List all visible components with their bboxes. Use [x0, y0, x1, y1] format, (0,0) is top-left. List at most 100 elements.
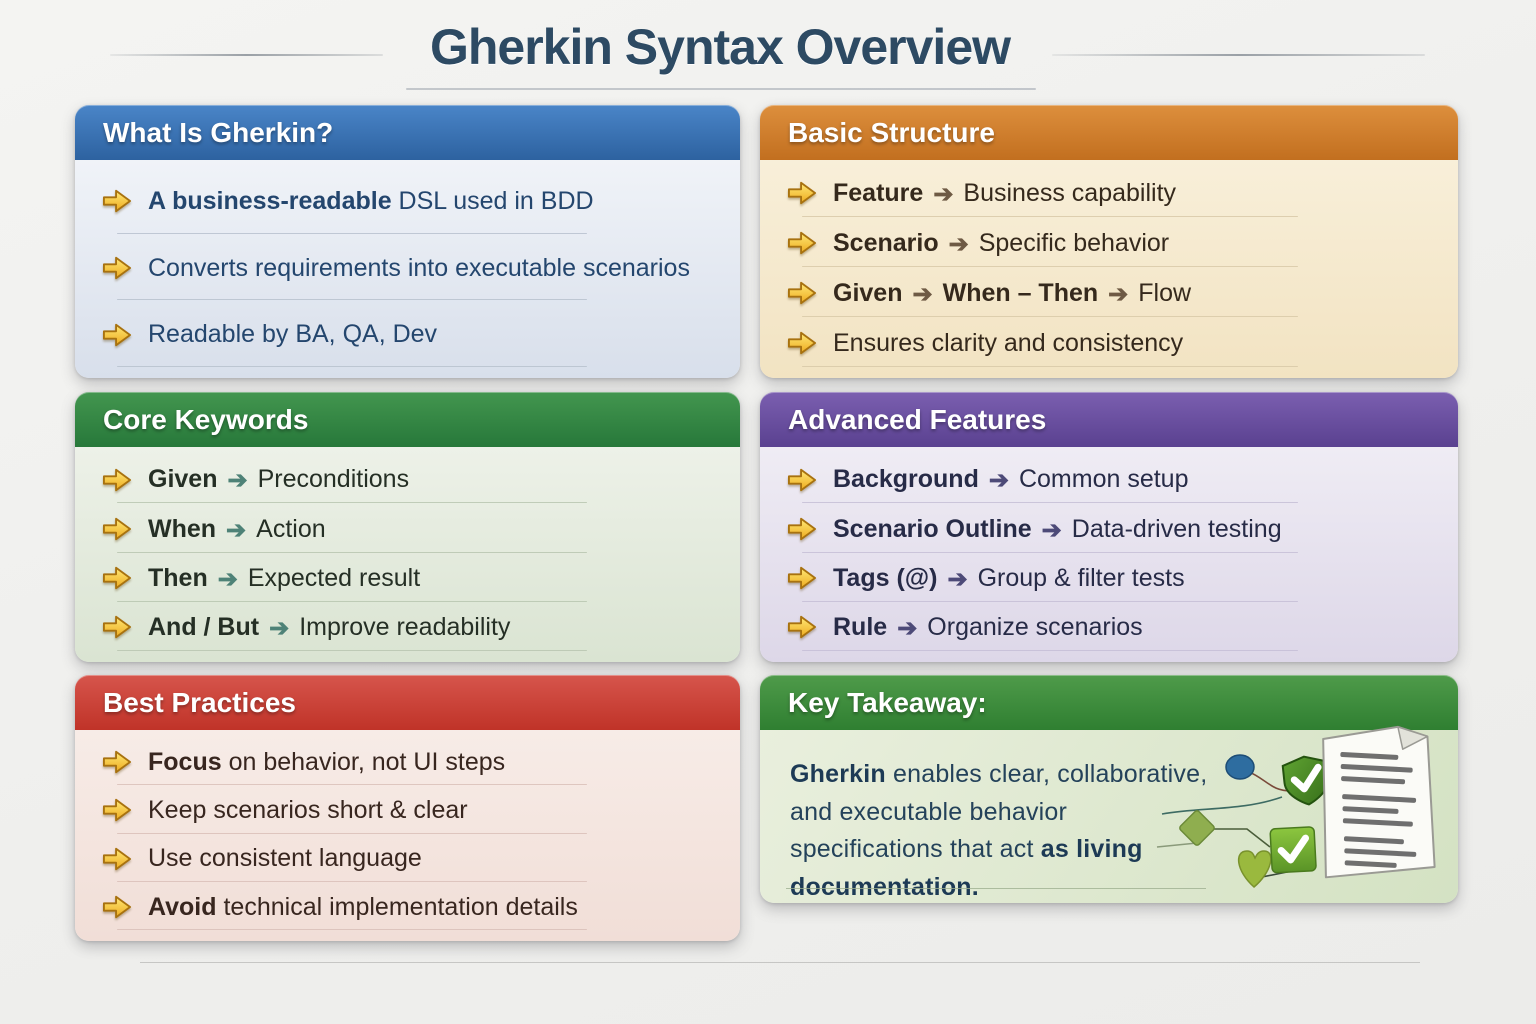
rightwards-arrow-icon: ➔ — [226, 516, 247, 544]
panel-title: Basic Structure — [788, 117, 995, 148]
rightwards-arrow-icon: ➔ — [912, 280, 933, 308]
rightwards-arrow-icon: ➔ — [948, 230, 969, 258]
panel-item: Use consistent language — [101, 835, 720, 883]
rightwards-arrow-icon: ➔ — [897, 615, 918, 642]
rightwards-arrow-icon: ➔ — [1108, 280, 1129, 308]
panel-header: Best Practices — [75, 675, 740, 730]
bullet-arrow-icon — [101, 515, 133, 543]
item-text-segment: Background — [833, 465, 979, 494]
takeaway-underline — [786, 888, 1206, 889]
item-text: Keep scenarios short & clear — [148, 796, 468, 825]
panel-item: Scenario ➔ Specific behavior — [786, 218, 1438, 268]
bullet-arrow-icon — [786, 515, 818, 543]
takeaway-text: Gherkin enables clear, collaborative, an… — [790, 756, 1220, 906]
bullet-arrow-icon — [101, 466, 133, 494]
panel-item: Keep scenarios short & clear — [101, 786, 720, 834]
item-text: Ensures clarity and consistency — [833, 329, 1183, 358]
item-text-segment: Use consistent language — [148, 844, 422, 873]
item-text-segment: Expected result — [247, 563, 421, 592]
item-text-segment: Improve readability — [299, 613, 511, 641]
item-text: Given ➔ When – Then ➔ Flow — [833, 279, 1191, 308]
item-text-segment: Organize scenarios — [927, 613, 1143, 641]
panel-header: Core Keywords — [75, 392, 740, 447]
panel-item: Converts requirements into executable sc… — [101, 235, 720, 302]
panel-item: Given ➔ When – Then ➔ Flow — [786, 268, 1438, 318]
item-text-segment: Scenario Outline — [833, 514, 1032, 543]
bullet-arrow-icon — [786, 229, 818, 257]
rightwards-arrow-icon: ➔ — [217, 565, 238, 593]
item-text: Converts requirements into executable sc… — [148, 254, 690, 283]
panel-header: Basic Structure — [760, 105, 1458, 160]
panel-header: What Is Gherkin? — [75, 105, 740, 160]
item-text: And / But ➔ Improve readability — [148, 613, 510, 642]
item-text: Scenario Outline ➔ Data-driven testing — [833, 515, 1282, 544]
panel-basic-structure: Basic Structure Feature ➔ Business capabil… — [760, 105, 1458, 378]
bullet-arrow-icon — [101, 748, 133, 776]
panel-title: What Is Gherkin? — [103, 117, 334, 148]
panel-items: Focus on behavior, not UI steps Keep scen… — [75, 730, 740, 941]
bullet-arrow-icon — [786, 329, 818, 357]
item-text-segment: Avoid — [148, 892, 217, 921]
bullet-arrow-icon — [101, 893, 133, 921]
item-text-segment: Scenario — [833, 228, 939, 257]
item-text-segment: And / But — [148, 613, 260, 641]
item-text-segment: A business-readable — [148, 186, 392, 215]
item-text: Use consistent language — [148, 844, 422, 873]
title-left-rule — [110, 54, 383, 56]
rightwards-arrow-icon: ➔ — [947, 565, 968, 593]
living-documentation-illustration — [1156, 725, 1436, 888]
page-title: Gherkin Syntax Overview — [429, 19, 1011, 75]
bullet-arrow-icon — [101, 845, 133, 873]
panel-items: Feature ➔ Business capability Scenario ➔ Spec… — [760, 160, 1458, 378]
bullet-arrow-icon — [786, 613, 818, 641]
panel-advanced-features: Advanced Features Background ➔ Common setu… — [760, 392, 1458, 662]
item-text: When ➔ Action — [148, 515, 326, 544]
panel-item: Ensures clarity and consistency — [786, 318, 1438, 368]
item-text-segment: Common setup — [1018, 465, 1189, 494]
panel-item: Focus on behavior, not UI steps — [101, 738, 720, 786]
item-text-segment: Tags (@) — [833, 563, 938, 592]
item-text: Background ➔ Common setup — [833, 465, 1189, 494]
item-text-segment: enables clear, collaborative, and execut… — [790, 760, 1208, 863]
item-text: Rule ➔ Organize scenarios — [833, 613, 1143, 642]
item-text-segment: Preconditions — [257, 465, 410, 494]
item-text-segment: Flow — [1138, 278, 1192, 307]
bullet-arrow-icon — [101, 254, 133, 282]
item-text-segment: When — [148, 514, 217, 543]
panel-item: A business-readable DSL used in BDD — [101, 168, 720, 235]
panel-items: A business-readable DSL used in BDD Conve… — [75, 160, 740, 378]
bullet-arrow-icon — [786, 466, 818, 494]
item-text-segment: Then — [148, 563, 208, 592]
bullet-arrow-icon — [786, 179, 818, 207]
rightwards-arrow-icon: ➔ — [933, 180, 954, 208]
item-text-segment: Focus — [148, 747, 222, 776]
heart-icon — [1238, 850, 1272, 888]
document-icon — [1322, 725, 1436, 879]
bullet-arrow-icon — [101, 796, 133, 824]
rightwards-arrow-icon: ➔ — [269, 615, 290, 642]
item-text-segment: as living documentation. — [790, 835, 1143, 901]
footer-rule — [140, 962, 1420, 963]
item-text: Feature ➔ Business capability — [833, 179, 1176, 208]
panel-item: Readable by BA, QA, Dev — [101, 301, 720, 368]
item-text: Avoid technical implementation details — [148, 893, 578, 922]
item-text: A business-readable DSL used in BDD — [148, 187, 594, 216]
panel-item: Then ➔ Expected result — [101, 554, 720, 603]
panel-item: Feature ➔ Business capability — [786, 168, 1438, 218]
bullet-arrow-icon — [101, 564, 133, 592]
bullet-arrow-icon — [101, 613, 133, 641]
item-text: Scenario ➔ Specific behavior — [833, 229, 1169, 258]
panel-item: Given ➔ Preconditions — [101, 455, 720, 504]
panel-item: And / But ➔ Improve readability — [101, 603, 720, 652]
panel-best-practices: Best Practices Focus on behavior, not UI… — [75, 675, 740, 941]
item-text-segment: Feature — [833, 178, 924, 207]
panel-title: Advanced Features — [788, 404, 1047, 435]
item-text-segment: Given — [148, 465, 218, 494]
item-text-segment: Specific behavior — [978, 228, 1170, 257]
bullet-arrow-icon — [101, 187, 133, 215]
item-text-segment: Action — [256, 514, 326, 543]
bullet-arrow-icon — [786, 564, 818, 592]
flow-node-icon — [1225, 754, 1255, 780]
title-right-rule — [1052, 54, 1425, 56]
rightwards-arrow-icon: ➔ — [988, 467, 1009, 495]
